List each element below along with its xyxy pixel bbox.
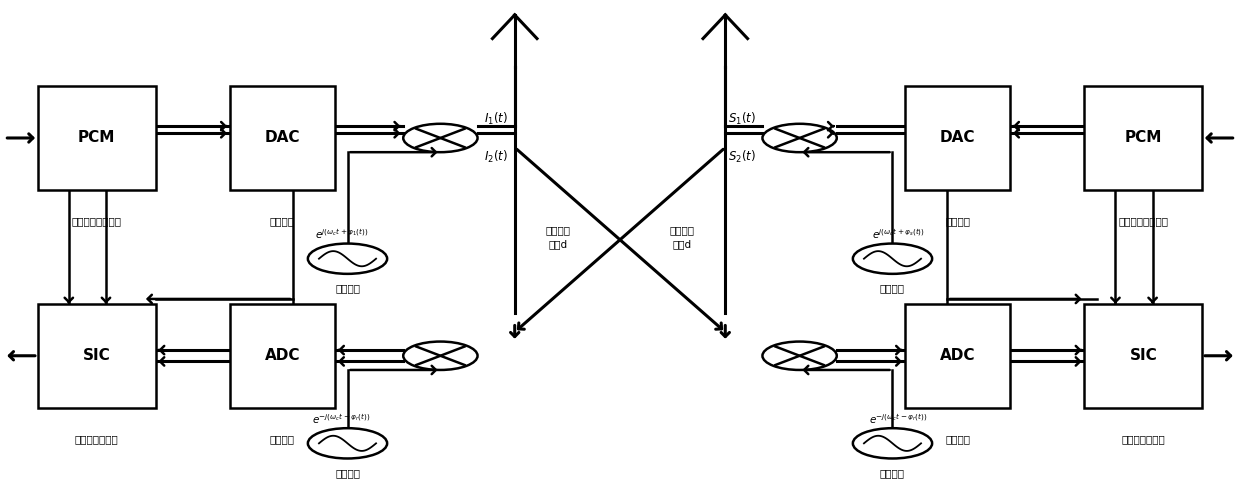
- Bar: [38, 86, 155, 190]
- Text: 空间隔离
距离d: 空间隔离 距离d: [670, 226, 694, 250]
- Text: 极化状态控制模块: 极化状态控制模块: [72, 216, 122, 226]
- Circle shape: [763, 342, 837, 370]
- Text: $S_1(t)$: $S_1(t)$: [728, 111, 756, 127]
- Circle shape: [763, 124, 837, 152]
- Text: ADC: ADC: [264, 348, 300, 363]
- Text: SIC: SIC: [1130, 348, 1157, 363]
- Text: 模数转换: 模数转换: [270, 434, 295, 444]
- Text: DAC: DAC: [264, 131, 300, 145]
- Bar: [905, 304, 1011, 408]
- Text: 数模转换: 数模转换: [945, 216, 970, 226]
- Circle shape: [853, 428, 932, 458]
- Text: PCM: PCM: [78, 131, 115, 145]
- Circle shape: [308, 428, 387, 458]
- Text: 数模转换: 数模转换: [270, 216, 295, 226]
- Bar: [229, 304, 335, 408]
- Text: 空间隔离
距离d: 空间隔离 距离d: [546, 226, 570, 250]
- Circle shape: [853, 243, 932, 274]
- Circle shape: [403, 124, 477, 152]
- Text: 极化状态控制模块: 极化状态控制模块: [1118, 216, 1168, 226]
- Text: 自干扰消除模块: 自干扰消除模块: [74, 434, 119, 444]
- Text: $I_2(t)$: $I_2(t)$: [484, 149, 507, 165]
- Text: 相位噪声: 相位噪声: [335, 283, 360, 293]
- Text: ADC: ADC: [940, 348, 976, 363]
- Text: SIC: SIC: [83, 348, 110, 363]
- Text: $e^{-j(\omega_c t-\varphi_r(t))}$: $e^{-j(\omega_c t-\varphi_r(t))}$: [869, 412, 928, 426]
- Text: $I_1(t)$: $I_1(t)$: [484, 111, 507, 127]
- Text: $e^{j(\omega_c t+\varphi_s(t))}$: $e^{j(\omega_c t+\varphi_s(t))}$: [872, 228, 925, 241]
- Text: 相位噪声: 相位噪声: [335, 468, 360, 478]
- Text: 相位噪声: 相位噪声: [880, 283, 905, 293]
- Text: DAC: DAC: [940, 131, 976, 145]
- Text: 模数转换: 模数转换: [945, 434, 970, 444]
- Text: $S_2(t)$: $S_2(t)$: [728, 149, 756, 165]
- Bar: [38, 304, 155, 408]
- Bar: [1085, 86, 1202, 190]
- Text: $e^{j(\omega_c t+\varphi_1(t))}$: $e^{j(\omega_c t+\varphi_1(t))}$: [315, 228, 368, 241]
- Circle shape: [308, 243, 387, 274]
- Text: 自干扰消除模块: 自干扰消除模块: [1121, 434, 1166, 444]
- Bar: [1085, 304, 1202, 408]
- Bar: [905, 86, 1011, 190]
- Text: 相位噪声: 相位噪声: [880, 468, 905, 478]
- Text: $e^{-j(\omega_c t-\varphi_r(t))}$: $e^{-j(\omega_c t-\varphi_r(t))}$: [312, 412, 371, 426]
- Circle shape: [403, 342, 477, 370]
- Text: PCM: PCM: [1125, 131, 1162, 145]
- Bar: [229, 86, 335, 190]
